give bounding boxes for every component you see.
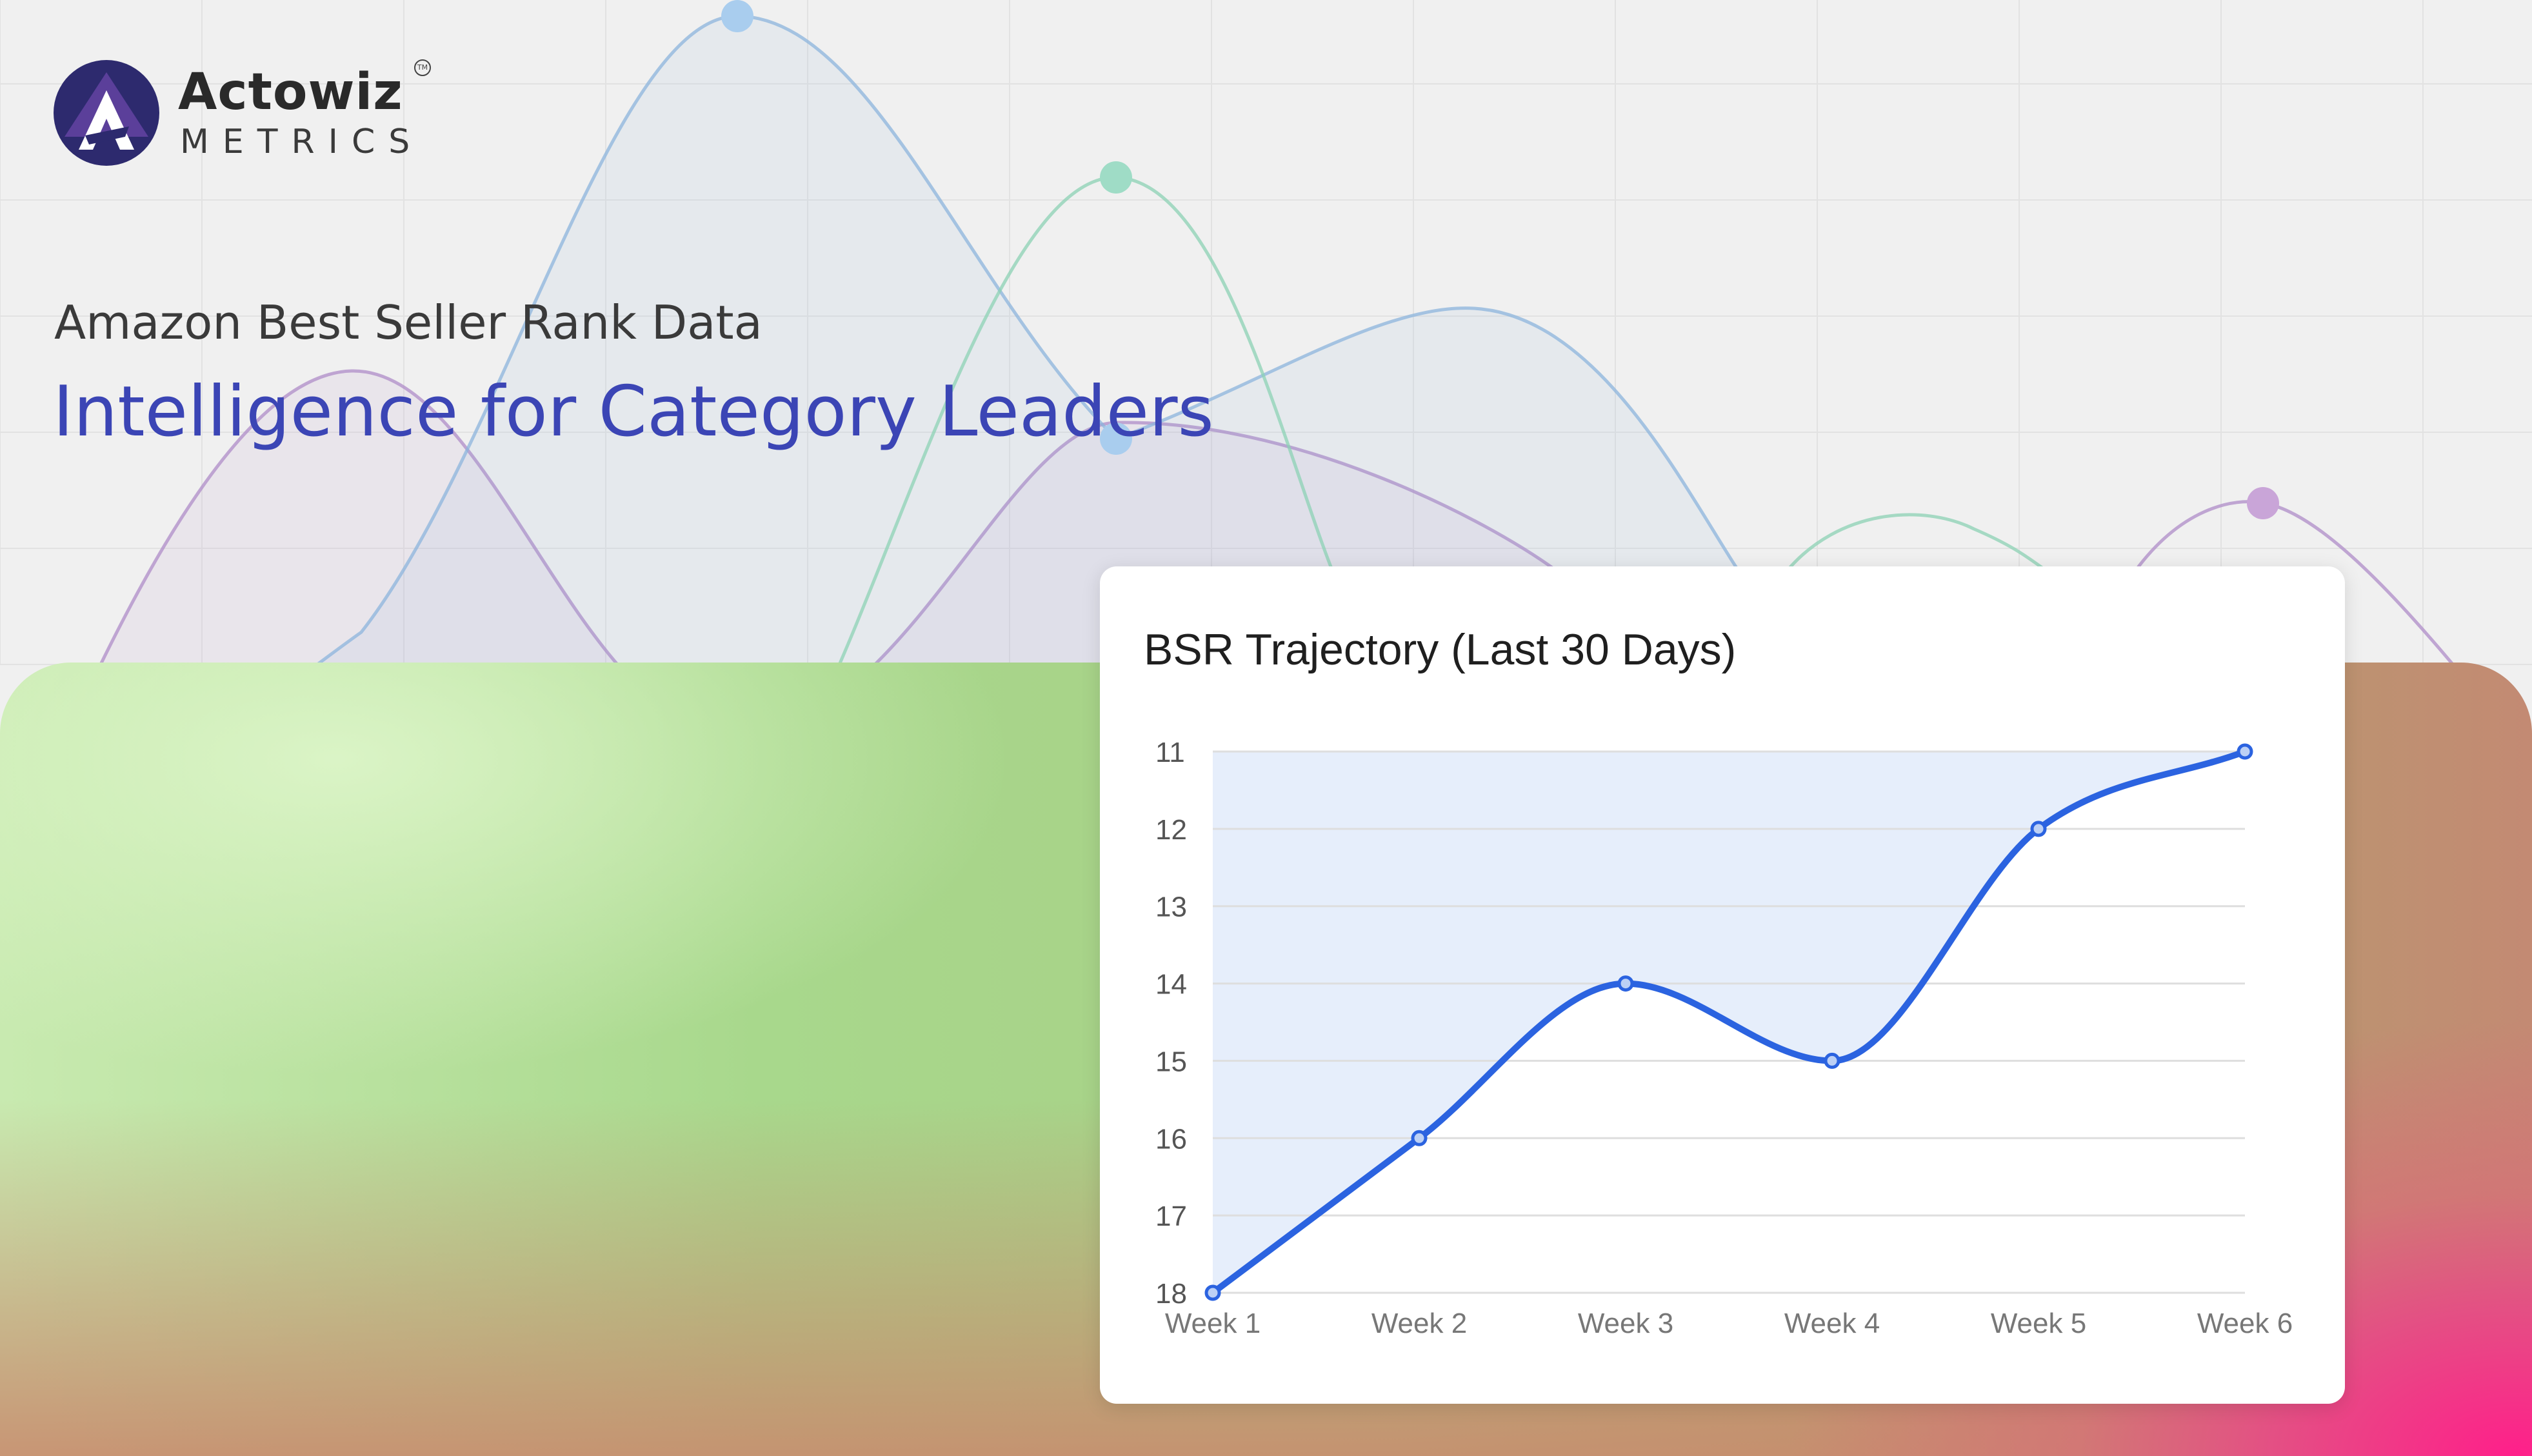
chart-card: BSR Trajectory (Last 30 Days) 11 12 13 14 15…: [1100, 566, 2345, 1404]
data-point: [1824, 1052, 1840, 1069]
y-tick-label: 11: [1155, 737, 1185, 768]
background-dot-blue-mid: [1100, 423, 1132, 455]
x-tick-label: Week 5: [1991, 1308, 2086, 1339]
actowiz-logo-icon: [54, 60, 159, 166]
series-line: [1210, 748, 2248, 1296]
x-tick-label: Week 1: [1165, 1308, 1261, 1339]
chart-title: BSR Trajectory (Last 30 Days): [1144, 625, 1737, 674]
data-point: [1411, 1130, 1428, 1146]
data-point: [2030, 821, 2047, 837]
headline-subtitle: Amazon Best Seller Rank Data: [54, 295, 763, 350]
brand-name: Actowiz: [178, 63, 403, 121]
data-point: [1204, 1284, 1221, 1301]
y-tick-label: 17: [1155, 1201, 1187, 1232]
data-point: [2237, 743, 2253, 760]
x-tick-label: Week 6: [2197, 1308, 2293, 1339]
x-tick-label: Week 2: [1371, 1308, 1467, 1339]
brand-logo: Actowiz TM METRICS: [53, 59, 440, 175]
y-tick-label: 12: [1155, 814, 1187, 846]
y-tick-label: 14: [1155, 969, 1187, 1001]
background-dot-blue-top: [721, 0, 753, 32]
brand-subtitle: METRICS: [180, 123, 424, 161]
y-tick-label: 15: [1155, 1046, 1187, 1077]
x-tick-label: Week 3: [1578, 1308, 1673, 1339]
background-dot-green: [1100, 161, 1132, 194]
y-tick-label: 16: [1155, 1123, 1187, 1155]
trademark-icon: TM: [414, 59, 431, 76]
y-tick-label: 18: [1155, 1278, 1187, 1310]
data-point: [1617, 975, 1634, 992]
background-dot-purple: [2247, 487, 2279, 519]
y-tick-label: 13: [1155, 892, 1187, 923]
x-tick-label: Week 4: [1784, 1308, 1880, 1339]
headline-title: Intelligence for Category Leaders: [53, 372, 1214, 452]
